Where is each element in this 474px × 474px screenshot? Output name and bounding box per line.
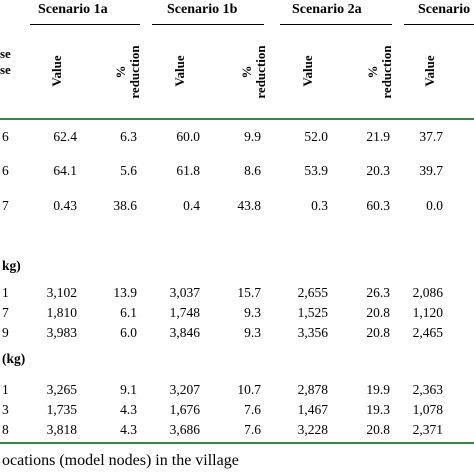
row-a3-v1b: 0.4 (183, 198, 200, 213)
row-c2-base: 3 (2, 402, 9, 417)
header-rule-2a (280, 24, 392, 25)
section-c-label: (kg) (2, 351, 26, 366)
row-c3-v2: 2,371 (412, 422, 443, 437)
row-b1-r1b: 15.7 (237, 285, 261, 300)
row-b2-r2a: 20.8 (366, 305, 390, 320)
row-b1-base: 1 (2, 285, 9, 300)
table-bottom-rule (0, 442, 474, 444)
row-c1-v1b: 3,207 (169, 382, 200, 397)
header-rule-1a (30, 24, 140, 25)
row-a3-v1a: 0.43 (53, 198, 77, 213)
row-a2-r2a: 20.3 (366, 163, 390, 178)
row-a3-v2a: 0.3 (311, 198, 328, 213)
row-c2-r2a: 19.3 (366, 402, 390, 417)
row-b2-v1b: 1,748 (169, 305, 200, 320)
row-a1-v1b: 60.0 (176, 129, 200, 144)
col-value-1a: Value (49, 55, 64, 87)
row-c3-r1a: 4.3 (120, 422, 137, 437)
header-rule-2 (404, 24, 474, 25)
row-c2-v2: 1,078 (412, 402, 443, 417)
row-c2-v2a: 1,467 (297, 402, 328, 417)
row-c2-r1a: 4.3 (120, 402, 137, 417)
col-value-2a: Value (300, 55, 315, 87)
row-a1-r1b: 9.9 (244, 129, 261, 144)
row-c3-v1b: 3,686 (169, 422, 200, 437)
row-b3-base: 9 (2, 325, 9, 340)
row-a1-r1a: 6.3 (120, 129, 137, 144)
col-reduction-1a: % reduction (113, 45, 142, 99)
row-a2-v1b: 61.8 (176, 163, 200, 178)
row-c1-v1a: 3,265 (46, 382, 77, 397)
table-footnote: ocations (model nodes) in the village (2, 452, 239, 469)
col-value-1b: Value (172, 55, 187, 87)
row-b1-v2a: 2,655 (297, 285, 328, 300)
row-a2-v2: 39.7 (419, 163, 443, 178)
row-b3-r1a: 6.0 (120, 325, 137, 340)
left-header-top: se (0, 46, 11, 61)
row-c2-r1b: 7.6 (244, 402, 261, 417)
row-c1-r1b: 10.7 (237, 382, 261, 397)
row-b2-r1b: 9.3 (244, 305, 261, 320)
row-a2-v2a: 53.9 (304, 163, 328, 178)
row-c1-v2a: 2,878 (297, 382, 328, 397)
row-a1-r2a: 21.9 (366, 129, 390, 144)
row-b1-v1a: 3,102 (46, 285, 77, 300)
col-reduction-1b: % reduction (239, 45, 268, 99)
row-b1-r2a: 26.3 (366, 285, 390, 300)
row-b2-v1a: 1,810 (46, 305, 77, 320)
row-a1-v2: 37.7 (419, 129, 443, 144)
row-c1-base: 1 (2, 382, 9, 397)
row-b2-v2: 1,120 (412, 305, 443, 320)
row-a2-base: 6 (2, 163, 9, 178)
row-c1-r1a: 9.1 (120, 382, 137, 397)
row-c3-base: 8 (2, 422, 9, 437)
row-a1-base: 6 (2, 129, 9, 144)
row-b1-v2: 2,086 (412, 285, 443, 300)
row-a2-v1a: 64.1 (53, 163, 77, 178)
row-b3-v2: 2,465 (412, 325, 443, 340)
row-c2-v1b: 1,676 (169, 402, 200, 417)
row-b3-v1a: 3,983 (46, 325, 77, 340)
row-a3-r1b: 43.8 (237, 198, 261, 213)
col-value-2: Value (422, 55, 437, 87)
row-b2-r1a: 6.1 (120, 305, 137, 320)
row-c1-v2: 2,363 (412, 382, 443, 397)
row-a1-v1a: 62.4 (53, 129, 77, 144)
row-b3-r2a: 20.8 (366, 325, 390, 340)
row-b3-v2a: 3,356 (297, 325, 328, 340)
header-rule-1b (152, 24, 264, 25)
left-header-bottom: se (0, 62, 11, 77)
scenario-1a-header: Scenario 1a (38, 2, 108, 17)
row-a3-r2a: 60.3 (366, 198, 390, 213)
row-c3-r1b: 7.6 (244, 422, 261, 437)
row-a2-r1a: 5.6 (120, 163, 137, 178)
row-a1-v2a: 52.0 (304, 129, 328, 144)
row-a3-r1a: 38.6 (113, 198, 137, 213)
row-b3-r1b: 9.3 (244, 325, 261, 340)
row-b3-v1b: 3,846 (169, 325, 200, 340)
row-b2-base: 7 (2, 305, 9, 320)
row-a2-r1b: 8.6 (244, 163, 261, 178)
row-c3-r2a: 20.8 (366, 422, 390, 437)
row-a3-base: 7 (2, 198, 9, 213)
section-b-label: kg) (2, 258, 21, 273)
row-c2-v1a: 1,735 (46, 402, 77, 417)
col-reduction-2a: % reduction (365, 45, 394, 99)
row-c1-r2a: 19.9 (366, 382, 390, 397)
header-bottom-rule (0, 118, 474, 120)
row-b2-v2a: 1,525 (297, 305, 328, 320)
row-c3-v1a: 3,818 (46, 422, 77, 437)
scenario-2-header: Scenario 2 (418, 2, 474, 17)
scenario-2a-header: Scenario 2a (292, 2, 362, 17)
row-b1-r1a: 13.9 (113, 285, 137, 300)
row-b1-v1b: 3,037 (169, 285, 200, 300)
row-c3-v2a: 3,228 (297, 422, 328, 437)
row-a3-v2: 0.0 (426, 198, 443, 213)
scenario-1b-header: Scenario 1b (167, 2, 238, 17)
